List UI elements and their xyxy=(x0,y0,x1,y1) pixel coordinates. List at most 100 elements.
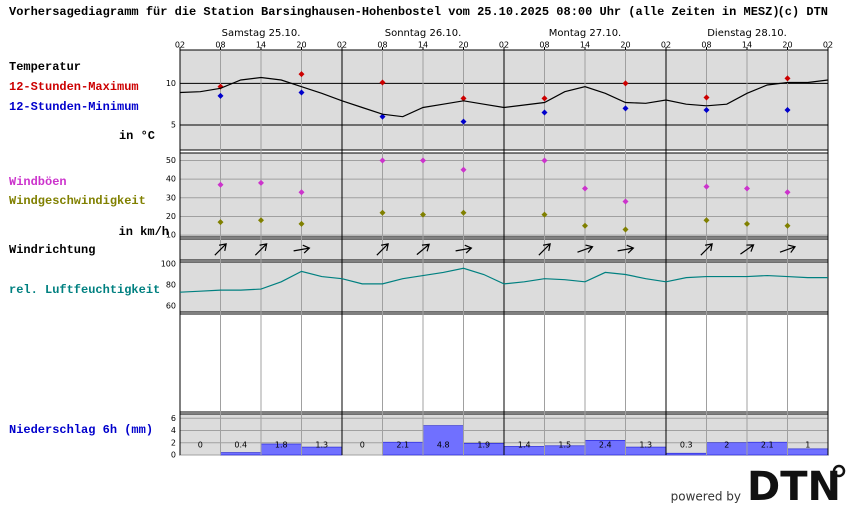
y-tick-label: 50 xyxy=(166,156,176,165)
y-tick-label: 40 xyxy=(166,175,176,184)
bar-label: 2.4 xyxy=(599,441,612,450)
point xyxy=(217,181,224,188)
point xyxy=(622,80,629,87)
legend-entry: 12-Stunden-Minimum xyxy=(9,100,139,114)
day-label: Samstag 25.10. xyxy=(222,28,301,39)
x-tick-label: 20 xyxy=(782,41,792,50)
bar-label: 2.1 xyxy=(396,441,409,450)
point xyxy=(420,157,426,164)
point xyxy=(460,209,467,216)
bar xyxy=(787,448,829,456)
point xyxy=(379,79,386,86)
bar-label: 0 xyxy=(360,441,365,450)
point xyxy=(460,118,467,125)
bar-label: 4.8 xyxy=(437,441,450,450)
bar-label: 1.8 xyxy=(275,441,288,450)
point xyxy=(582,222,588,229)
wind-arrow xyxy=(700,243,713,256)
point xyxy=(298,189,305,196)
x-tick-label: 14 xyxy=(742,41,752,50)
bar-label: 1.9 xyxy=(477,441,490,450)
logo-dot xyxy=(832,464,846,478)
y-tick-label: 80 xyxy=(166,280,176,289)
point xyxy=(784,107,791,113)
point xyxy=(784,75,791,82)
wind-arrow xyxy=(455,244,473,254)
bar-label: 2 xyxy=(724,441,729,450)
header-title: Vorhersagediagramm für die Station Barsi… xyxy=(9,5,780,19)
bar-label: 0 xyxy=(198,441,203,450)
logo: DTN xyxy=(747,464,841,510)
bar xyxy=(220,452,262,456)
point xyxy=(541,157,548,164)
vertical-lines xyxy=(179,50,829,455)
point xyxy=(622,105,629,112)
point xyxy=(298,71,305,78)
bar xyxy=(422,425,464,456)
day-label: Montag 27.10. xyxy=(549,28,621,39)
powered-by: powered by xyxy=(671,490,741,504)
panel-title: Windrichtung xyxy=(9,243,95,257)
legend-entry: Windböen xyxy=(9,175,67,189)
point xyxy=(420,211,426,218)
wind-arrow xyxy=(416,243,430,256)
x-tick-label: 02 xyxy=(499,41,509,50)
x-tick-label: 08 xyxy=(215,41,225,50)
point xyxy=(541,211,548,218)
point xyxy=(703,94,710,101)
y-tick-label: 4 xyxy=(171,426,176,435)
day-label: Sonntag 26.10. xyxy=(385,28,462,39)
x-tick-label: 14 xyxy=(580,41,590,50)
x-tick-label: 14 xyxy=(418,41,428,50)
bar-label: 1.3 xyxy=(315,441,328,450)
wind-arrow xyxy=(538,243,551,256)
x-tick-label: 02 xyxy=(661,41,671,50)
y-tick-label: 10 xyxy=(166,231,176,240)
line xyxy=(179,267,828,293)
wind-arrow xyxy=(779,244,797,253)
point xyxy=(622,198,629,205)
point xyxy=(582,185,588,192)
point xyxy=(744,185,750,192)
point xyxy=(379,157,386,164)
bar xyxy=(665,452,707,456)
x-tick-label: 02 xyxy=(823,41,833,50)
bar-label: 2.1 xyxy=(761,441,774,450)
point xyxy=(784,222,791,229)
x-tick-label: 02 xyxy=(337,41,347,50)
bar-label: 1.3 xyxy=(639,441,652,450)
y-tick-label: 6 xyxy=(171,414,176,423)
point xyxy=(217,219,224,226)
y-tick-label: 20 xyxy=(166,212,176,221)
x-tick-label: 20 xyxy=(458,41,468,50)
point xyxy=(217,92,224,99)
wind-arrow xyxy=(617,244,635,254)
point xyxy=(703,217,710,224)
copyright: (c) DTN xyxy=(778,5,828,19)
wind-arrow xyxy=(214,243,227,256)
y-tick-label: 0 xyxy=(171,451,176,460)
point xyxy=(703,107,710,113)
y-tick-label: 60 xyxy=(166,301,176,310)
line xyxy=(179,76,829,118)
point xyxy=(784,189,791,196)
x-tick-label: 14 xyxy=(256,41,266,50)
wind-arrow xyxy=(577,244,594,253)
point xyxy=(541,95,548,102)
marks: 0 0.4 1.8 1.3 0 2.1 4.8 1.9 1.4 1.5 2.4 1.3 0.3 2 2.1 1 xyxy=(179,71,829,450)
bar-label: 1.4 xyxy=(518,441,531,450)
bar-label: 1.5 xyxy=(558,441,571,450)
y-tick-label: 2 xyxy=(171,438,176,447)
legend-entry: Windgeschwindigkeit xyxy=(9,194,146,208)
x-tick-label: 02 xyxy=(175,41,185,50)
point xyxy=(703,183,710,190)
y-tick-label: 5 xyxy=(171,121,176,130)
x-tick-label: 20 xyxy=(620,41,630,50)
wind-arrow xyxy=(376,243,389,256)
point xyxy=(622,226,629,233)
point xyxy=(379,209,386,216)
day-label: Dienstag 28.10. xyxy=(707,28,787,39)
point xyxy=(460,166,467,173)
y-tick-label: 30 xyxy=(166,193,176,202)
